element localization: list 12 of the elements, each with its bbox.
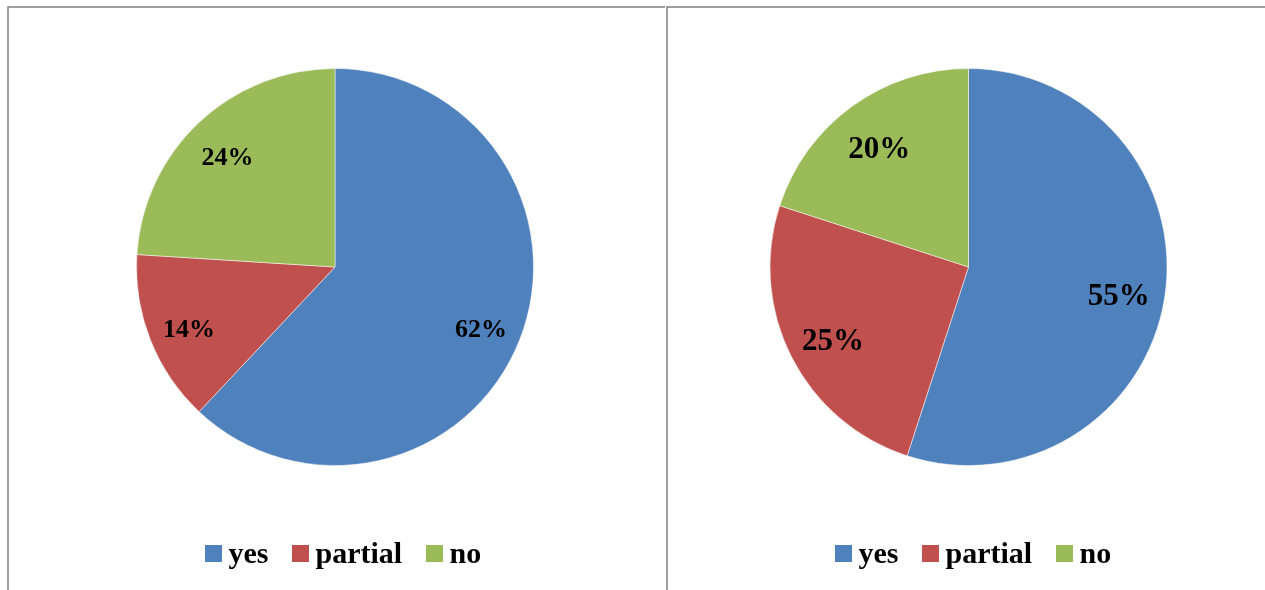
data-label: 25% <box>802 322 865 358</box>
data-label: 55% <box>1087 277 1150 313</box>
data-label: 14% <box>163 314 216 344</box>
legend-label: partial <box>315 535 403 569</box>
legend-label: yes <box>228 535 269 569</box>
legend-label: yes <box>858 535 899 569</box>
data-label: 20% <box>848 130 911 166</box>
data-label: 62% <box>454 314 507 344</box>
legend-label: no <box>1079 535 1112 569</box>
data-label: 24% <box>201 141 254 171</box>
legend-label: partial <box>945 535 1033 569</box>
legend-label: no <box>449 535 482 569</box>
